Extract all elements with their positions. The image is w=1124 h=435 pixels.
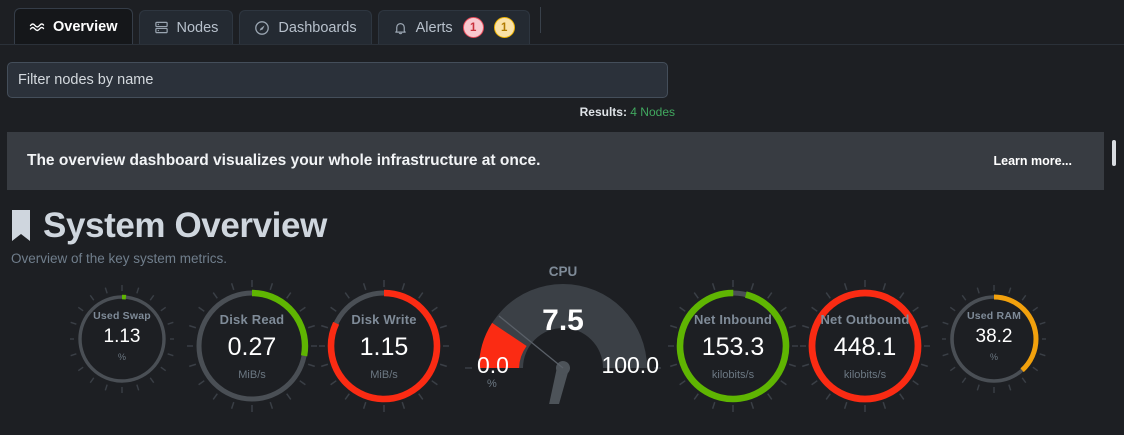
tab-overview[interactable]: Overview bbox=[14, 8, 133, 44]
server-stack-icon bbox=[154, 20, 169, 35]
section-title-row: System Overview bbox=[10, 208, 1124, 243]
info-banner: The overview dashboard visualizes your w… bbox=[7, 132, 1104, 190]
gauge-disk-read[interactable]: Disk Read 0.27 MiB/s bbox=[187, 278, 317, 414]
vertical-scrollbar-thumb[interactable] bbox=[1112, 140, 1116, 166]
learn-more-link[interactable]: Learn more... bbox=[993, 154, 1073, 168]
gauge-arc bbox=[195, 289, 309, 403]
tab-label: Dashboards bbox=[278, 19, 357, 36]
gauge-unit: % bbox=[487, 378, 497, 390]
tab-dashboards[interactable]: Dashboards bbox=[239, 10, 372, 44]
gauge-used-ram[interactable]: Used RAM 38.2 % bbox=[942, 278, 1046, 396]
bell-icon bbox=[393, 20, 408, 36]
gauge-used-swap[interactable]: Used Swap 1.13 % bbox=[70, 278, 174, 396]
tab-nodes[interactable]: Nodes bbox=[138, 10, 234, 44]
status-badge-warning[interactable]: 1 bbox=[493, 17, 515, 38]
gauge-disk-write[interactable]: Disk Write 1.15 MiB/s bbox=[319, 278, 449, 414]
gauge-track bbox=[78, 295, 166, 383]
filter-nodes-input[interactable] bbox=[7, 62, 668, 98]
gauge-cpu[interactable]: CPU 7.5 0.0 100.0 % bbox=[463, 264, 663, 404]
cpu-arc-segment bbox=[478, 322, 527, 368]
banner-text: The overview dashboard visualizes your w… bbox=[27, 152, 541, 169]
gauge-title: CPU bbox=[548, 264, 578, 279]
tab-label: Nodes bbox=[176, 19, 219, 36]
results-label: Results: bbox=[579, 105, 627, 119]
gauge-ticks bbox=[187, 280, 317, 412]
tab-alerts[interactable]: Alerts 1 1 bbox=[377, 10, 530, 44]
gauge-value: 7.5 bbox=[542, 304, 584, 337]
section-subtitle: Overview of the key system metrics. bbox=[11, 251, 228, 266]
bookmark-icon[interactable] bbox=[10, 209, 32, 243]
gauge-net-inbound[interactable]: Net Inbound 153.3 kilobits/s bbox=[668, 278, 798, 414]
gauge-arc bbox=[327, 289, 441, 403]
filter-section: Results: 4 Nodes bbox=[0, 45, 1124, 119]
gauge-ticks bbox=[942, 285, 1046, 393]
gauge-ticks bbox=[800, 280, 930, 412]
gauge-row: Used Swap 1.13 % bbox=[0, 264, 1124, 418]
gauge-max-label: 100.0 bbox=[601, 352, 659, 378]
results-count: 4 Nodes bbox=[630, 105, 675, 119]
gauge-arc bbox=[949, 294, 1039, 384]
tab-label: Alerts bbox=[415, 19, 453, 36]
gauge-ticks bbox=[668, 280, 798, 412]
section-header: System Overview Overview of the key syst… bbox=[0, 190, 1124, 266]
results-line: Results: 4 Nodes bbox=[7, 105, 675, 119]
cpu-needle-tail bbox=[498, 315, 564, 369]
tab-bar: Overview Nodes Dashboards bbox=[0, 0, 1124, 45]
page-title: System Overview bbox=[43, 206, 327, 245]
gauge-icon bbox=[254, 20, 270, 36]
status-badge-critical[interactable]: 1 bbox=[462, 17, 484, 38]
gauge-ticks bbox=[319, 280, 449, 412]
cpu-needle bbox=[540, 361, 570, 404]
waves-icon bbox=[29, 19, 45, 35]
gauge-arc bbox=[808, 289, 922, 403]
gauge-net-outbound[interactable]: Net Outbound 448.1 kilobits/s bbox=[800, 278, 930, 414]
gauge-min-label: 0.0 bbox=[477, 352, 509, 378]
tab-divider bbox=[539, 7, 541, 33]
gauge-arc bbox=[77, 294, 167, 384]
tab-label: Overview bbox=[53, 18, 118, 35]
gauge-ticks bbox=[70, 285, 174, 393]
gauge-arc bbox=[676, 289, 790, 403]
